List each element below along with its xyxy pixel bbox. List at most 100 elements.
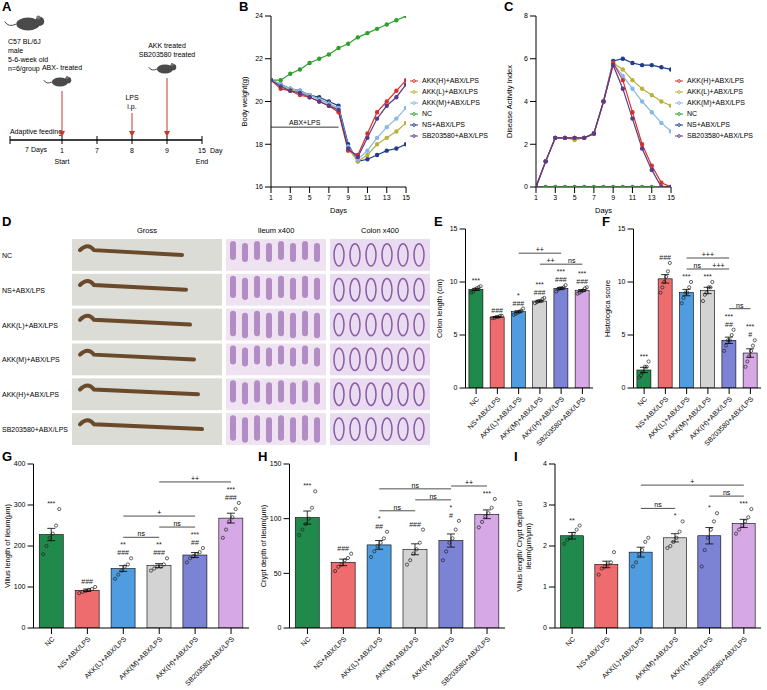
svg-text:NS+ABX/LPS: NS+ABX/LPS (56, 635, 92, 671)
svg-text:***: *** (303, 482, 311, 489)
svg-text:1: 1 (543, 583, 547, 590)
svg-text:4: 4 (543, 460, 547, 467)
svg-text:###: ### (534, 289, 546, 296)
svg-text:100: 100 (14, 583, 26, 590)
svg-text:***: *** (472, 277, 480, 284)
svg-text:NS+ABX/LPS: NS+ABX/LPS (312, 635, 348, 671)
svg-text:Ileum x400: Ileum x400 (258, 226, 295, 235)
svg-text:24: 24 (255, 12, 263, 19)
svg-text:SB203580+ABX/LPS: SB203580+ABX/LPS (696, 635, 748, 687)
svg-text:***: *** (483, 490, 491, 497)
svg-text:7 Days: 7 Days (25, 146, 47, 154)
svg-text:++: ++ (536, 246, 544, 253)
svg-text:1: 1 (60, 147, 64, 154)
svg-text:***: *** (682, 273, 690, 280)
svg-text:SB203580 treated: SB203580 treated (139, 51, 196, 58)
svg-text:8: 8 (130, 147, 134, 154)
svg-text:##: ## (725, 321, 733, 328)
svg-text:***: *** (47, 500, 55, 507)
svg-text:1: 1 (269, 194, 273, 201)
svg-text:NS+ABX/LPS: NS+ABX/LPS (2, 287, 45, 294)
svg-text:###: ### (513, 300, 525, 307)
svg-text:0: 0 (543, 624, 547, 631)
svg-text:++: ++ (546, 257, 554, 264)
svg-text:ns: ns (723, 489, 731, 496)
svg-text:n=6/group: n=6/group (8, 65, 40, 73)
svg-text:Gross: Gross (137, 226, 157, 235)
svg-text:SB203580+ABX/LPS: SB203580+ABX/LPS (535, 395, 587, 447)
svg-text:9: 9 (611, 194, 615, 201)
svg-text:5-6-week old: 5-6-week old (8, 56, 48, 63)
svg-text:##: ## (191, 539, 199, 546)
svg-text:NC: NC (636, 395, 648, 407)
svg-text:100: 100 (270, 515, 282, 522)
svg-text:**: ** (156, 541, 162, 548)
svg-text:ns: ns (736, 302, 744, 309)
svg-text:10: 10 (450, 278, 458, 285)
svg-text:SB203580+ABX/LPS: SB203580+ABX/LPS (2, 426, 68, 433)
svg-text:16: 16 (255, 183, 263, 190)
svg-text:10: 10 (618, 278, 626, 285)
svg-text:SB203580+ABX/LPS: SB203580+ABX/LPS (703, 395, 755, 447)
svg-text:++: ++ (465, 479, 473, 486)
svg-text:***: *** (725, 313, 733, 320)
svg-text:ns: ns (412, 482, 420, 489)
svg-text:###: ### (576, 278, 588, 285)
svg-text:15: 15 (450, 225, 458, 232)
svg-text:18: 18 (255, 141, 263, 148)
svg-text:NC: NC (468, 395, 480, 407)
svg-text:Start: Start (55, 158, 70, 165)
svg-text:5: 5 (308, 194, 312, 201)
svg-text:2: 2 (524, 141, 528, 148)
svg-text:i.p.: i.p. (127, 103, 136, 111)
svg-text:13: 13 (648, 194, 656, 201)
svg-text:7: 7 (327, 194, 331, 201)
svg-text:###: ### (337, 545, 349, 552)
svg-text:***: *** (740, 500, 748, 507)
svg-text:**: ** (569, 517, 575, 524)
svg-text:5: 5 (573, 194, 577, 201)
svg-text:Histologica score: Histologica score (603, 280, 612, 337)
svg-text:Crypt depth of ileum(μm): Crypt depth of ileum(μm) (259, 504, 268, 587)
svg-text:9: 9 (165, 147, 169, 154)
svg-text:*: * (378, 515, 381, 522)
svg-text:9: 9 (346, 194, 350, 201)
svg-text:50: 50 (274, 570, 282, 577)
svg-text:+: + (157, 509, 161, 516)
svg-text:***: *** (227, 486, 235, 493)
svg-text:***: *** (640, 353, 648, 360)
svg-text:0: 0 (622, 384, 626, 391)
svg-text:Colon x400: Colon x400 (361, 226, 399, 235)
svg-text:Villus length/ Crypt depth of: Villus length/ Crypt depth of (515, 499, 524, 591)
svg-text:###: ### (117, 549, 129, 556)
svg-text:5: 5 (454, 331, 458, 338)
svg-text:0: 0 (22, 624, 26, 631)
svg-text:NC: NC (564, 635, 576, 647)
svg-text:ileum(μm/μm): ileum(μm/μm) (524, 522, 533, 569)
svg-text:***: *** (191, 531, 199, 538)
svg-text:1: 1 (534, 194, 538, 201)
svg-text:6: 6 (524, 55, 528, 62)
svg-text:male: male (8, 47, 23, 54)
svg-text:ns: ns (568, 257, 576, 264)
svg-text:20: 20 (255, 98, 263, 105)
svg-text:***: *** (578, 270, 586, 277)
svg-text:NS+ABX/LPS: NS+ABX/LPS (575, 635, 611, 671)
svg-text:ns: ns (429, 493, 437, 500)
svg-text:400: 400 (14, 460, 26, 467)
svg-text:ABX- treated: ABX- treated (42, 64, 82, 71)
svg-text:*: * (708, 504, 711, 511)
svg-text:###: ### (555, 276, 567, 283)
svg-text:0: 0 (278, 624, 282, 631)
svg-text:22: 22 (255, 55, 263, 62)
svg-text:5: 5 (622, 331, 626, 338)
svg-text:150: 150 (270, 460, 282, 467)
svg-text:13: 13 (383, 194, 391, 201)
svg-text:Day: Day (210, 147, 223, 155)
svg-text:***: *** (536, 281, 544, 288)
svg-text:2: 2 (543, 542, 547, 549)
svg-text:Villus length of ileum(μm): Villus length of ileum(μm) (3, 503, 12, 588)
svg-text:Disease Activity Index: Disease Activity Index (505, 65, 514, 138)
svg-text:15: 15 (402, 194, 410, 201)
svg-text:+++: +++ (712, 262, 724, 269)
